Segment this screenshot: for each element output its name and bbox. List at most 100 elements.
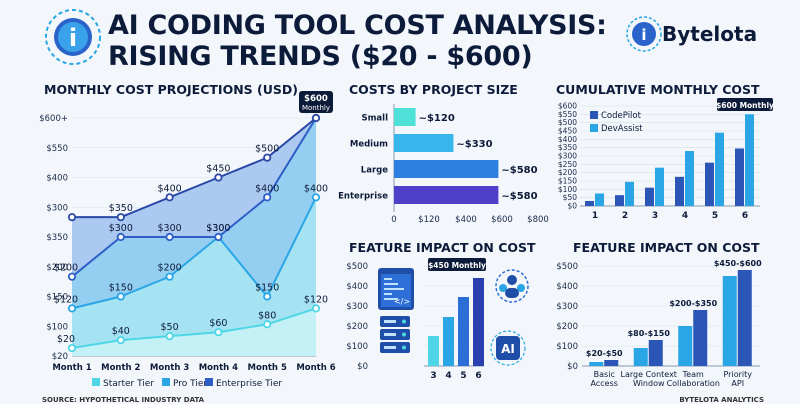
y-tick-label: $300	[346, 302, 368, 312]
x-tick-label: API	[731, 379, 744, 388]
x-tick-label: 2	[622, 211, 628, 221]
y-tick-label: $200	[46, 263, 68, 273]
data-point	[311, 304, 321, 313]
y-tick-label: $550	[46, 144, 68, 154]
data-point	[165, 272, 174, 281]
x-tick-label: $120	[418, 215, 440, 225]
x-tick-label: 3	[652, 211, 658, 221]
callout-text: $600 Monthly	[716, 101, 774, 110]
y-tick-label: $0	[567, 202, 577, 211]
y-tick-label: $100	[556, 342, 578, 352]
x-tick-label: Month 4	[199, 363, 238, 373]
x-tick-label: 4	[682, 211, 688, 221]
bar	[678, 326, 693, 366]
bar	[737, 270, 752, 366]
data-point	[263, 153, 272, 162]
y-tick-label: $550	[558, 110, 577, 119]
callout-box	[717, 98, 773, 111]
x-tick-label: 1	[592, 211, 598, 221]
range-label: $20-$50	[586, 349, 623, 358]
y-tick-label: $200	[558, 168, 577, 177]
svg-text:AI: AI	[501, 342, 515, 356]
brand-name: Bytelota	[662, 22, 758, 46]
data-point	[165, 332, 174, 341]
x-tick-label: Month 3	[150, 363, 189, 373]
y-tick-label: $300	[556, 302, 578, 312]
bar	[722, 276, 737, 366]
svg-text:i: i	[69, 24, 77, 52]
legend-swatch	[590, 111, 598, 119]
monthly-chart-title: MONTHLY COST PROJECTIONS (USD)	[44, 82, 298, 97]
y-tick-label: $450	[558, 127, 577, 136]
y-tick-label: $500	[346, 262, 368, 272]
bar-codepilot	[705, 162, 714, 206]
code-editor-icon: </>	[378, 268, 414, 310]
series-line-3	[72, 117, 317, 219]
x-tick-label: $800	[527, 215, 549, 225]
data-point	[116, 336, 125, 345]
range-label: $450-$600	[714, 259, 762, 268]
x-tick-label: Collaboration	[667, 379, 720, 388]
callout-box	[299, 91, 333, 113]
x-tick-label: 3	[430, 371, 436, 381]
x-tick-label: 6	[475, 371, 481, 381]
data-point	[263, 292, 272, 301]
data-label: ~$330	[456, 139, 492, 150]
data-label: $120	[54, 294, 78, 305]
x-tick-label: $600	[491, 215, 513, 225]
bar	[589, 362, 604, 366]
data-point	[214, 328, 223, 337]
x-tick-label: Basic	[594, 370, 615, 379]
data-label: $400	[158, 183, 182, 194]
y-tick-label: $400	[558, 135, 577, 144]
data-label: $450	[206, 164, 230, 175]
ai-chip-icon: AI	[490, 330, 526, 366]
data-label: $400	[255, 183, 279, 194]
legend-swatch	[162, 378, 170, 386]
x-tick-label: Access	[591, 379, 618, 388]
bar-codepilot	[645, 187, 654, 206]
data-label: $300	[206, 223, 230, 234]
data-label: $50	[161, 322, 179, 333]
data-label: ~$580	[501, 191, 537, 202]
x-tick-label: 4	[445, 371, 451, 381]
data-label: $400	[304, 183, 328, 194]
svg-text:i: i	[641, 26, 646, 44]
project-size-chart-title: COSTS BY PROJECT SIZE	[349, 82, 518, 97]
bar-devassist	[625, 181, 634, 206]
bar	[648, 340, 663, 366]
bar-codepilot	[615, 195, 624, 206]
x-tick-label: Window	[633, 379, 665, 388]
x-tick-label: Month 1	[52, 363, 91, 373]
area-starter-tier	[72, 308, 316, 356]
legend-swatch	[205, 378, 213, 386]
bar	[473, 278, 484, 366]
data-point	[116, 292, 125, 301]
bar	[633, 348, 648, 366]
data-label: $120	[304, 294, 328, 305]
legend-label: Starter Tier	[103, 379, 154, 389]
y-tick-label: $500	[558, 118, 577, 127]
data-label: $60	[209, 318, 227, 329]
bar	[458, 297, 469, 366]
y-tick-label: $500	[556, 262, 578, 272]
series-line-2	[71, 117, 317, 278]
data-point	[67, 272, 77, 281]
data-label: $500	[255, 144, 279, 155]
cumulative-chart-title: CUMULATIVE MONTHLY COST	[556, 82, 760, 97]
category-label: Enterprise	[338, 192, 388, 202]
y-tick-label: $400	[46, 174, 68, 184]
x-tick-label: 5	[712, 211, 718, 221]
category-label: Large	[361, 166, 388, 176]
impact-small-chart-title: FEATURE IMPACT ON COST	[349, 240, 536, 255]
y-tick-label: $250	[558, 160, 577, 169]
data-point	[263, 193, 272, 202]
area-pro-tier	[72, 197, 316, 356]
legend-label: Pro Tier	[173, 379, 207, 389]
server-rack-icon	[380, 316, 410, 353]
bar-codepilot	[675, 176, 684, 206]
data-label: $80	[258, 310, 276, 321]
x-tick-label: Team	[682, 370, 704, 379]
x-tick-label: 6	[742, 211, 748, 221]
